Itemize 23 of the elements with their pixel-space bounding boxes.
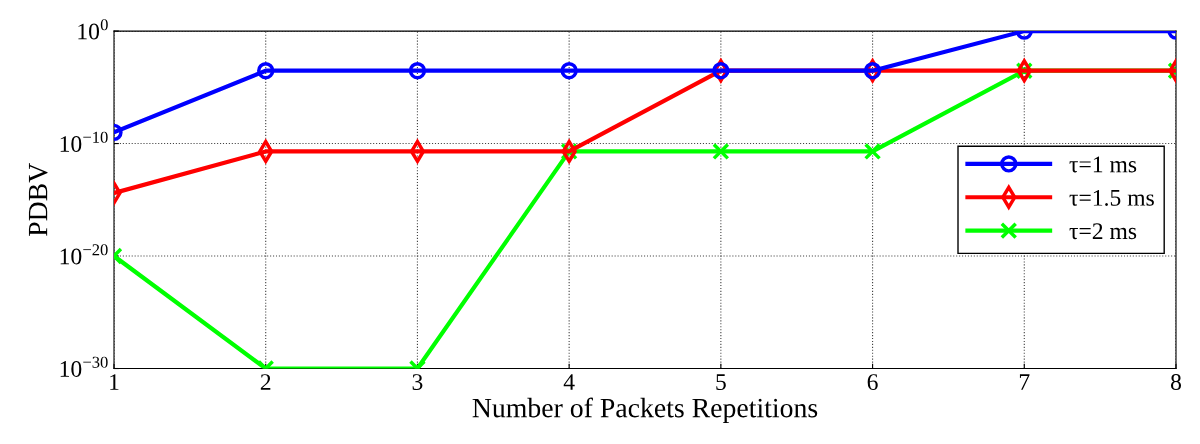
legend-label: τ=1.5 ms bbox=[1069, 189, 1154, 206]
x-tick-label: 2 bbox=[260, 374, 271, 390]
point bbox=[408, 62, 427, 80]
y-tick-label: 10$^{−30}$ bbox=[60, 356, 108, 377]
y-tick-label: 10$^{−20}$ bbox=[60, 244, 108, 265]
x-tick-label: 4 bbox=[563, 374, 575, 390]
point bbox=[560, 62, 578, 80]
legend-label: τ=2 ms bbox=[1069, 223, 1137, 240]
x-tick-label: 1 bbox=[110, 374, 119, 390]
y-tick-label: 10$^{−10}$ bbox=[60, 131, 108, 152]
x-tick-label: 6 bbox=[867, 374, 878, 390]
y-axis-title: PDBV bbox=[28, 163, 48, 237]
x-axis-title: Number of Packets Repetitions bbox=[472, 397, 818, 424]
point bbox=[712, 142, 730, 161]
x-tick-label: 5 bbox=[716, 374, 726, 390]
point bbox=[863, 142, 882, 161]
legend-label: τ=1 ms bbox=[1069, 156, 1137, 173]
y-tick-label: 10$^{0}$ bbox=[78, 19, 108, 40]
x-tick-label: 3 bbox=[412, 374, 423, 390]
x-tick-label: 8 bbox=[1171, 374, 1181, 390]
point bbox=[409, 139, 426, 163]
x-tick-label: 7 bbox=[1019, 374, 1030, 390]
point bbox=[257, 62, 275, 80]
